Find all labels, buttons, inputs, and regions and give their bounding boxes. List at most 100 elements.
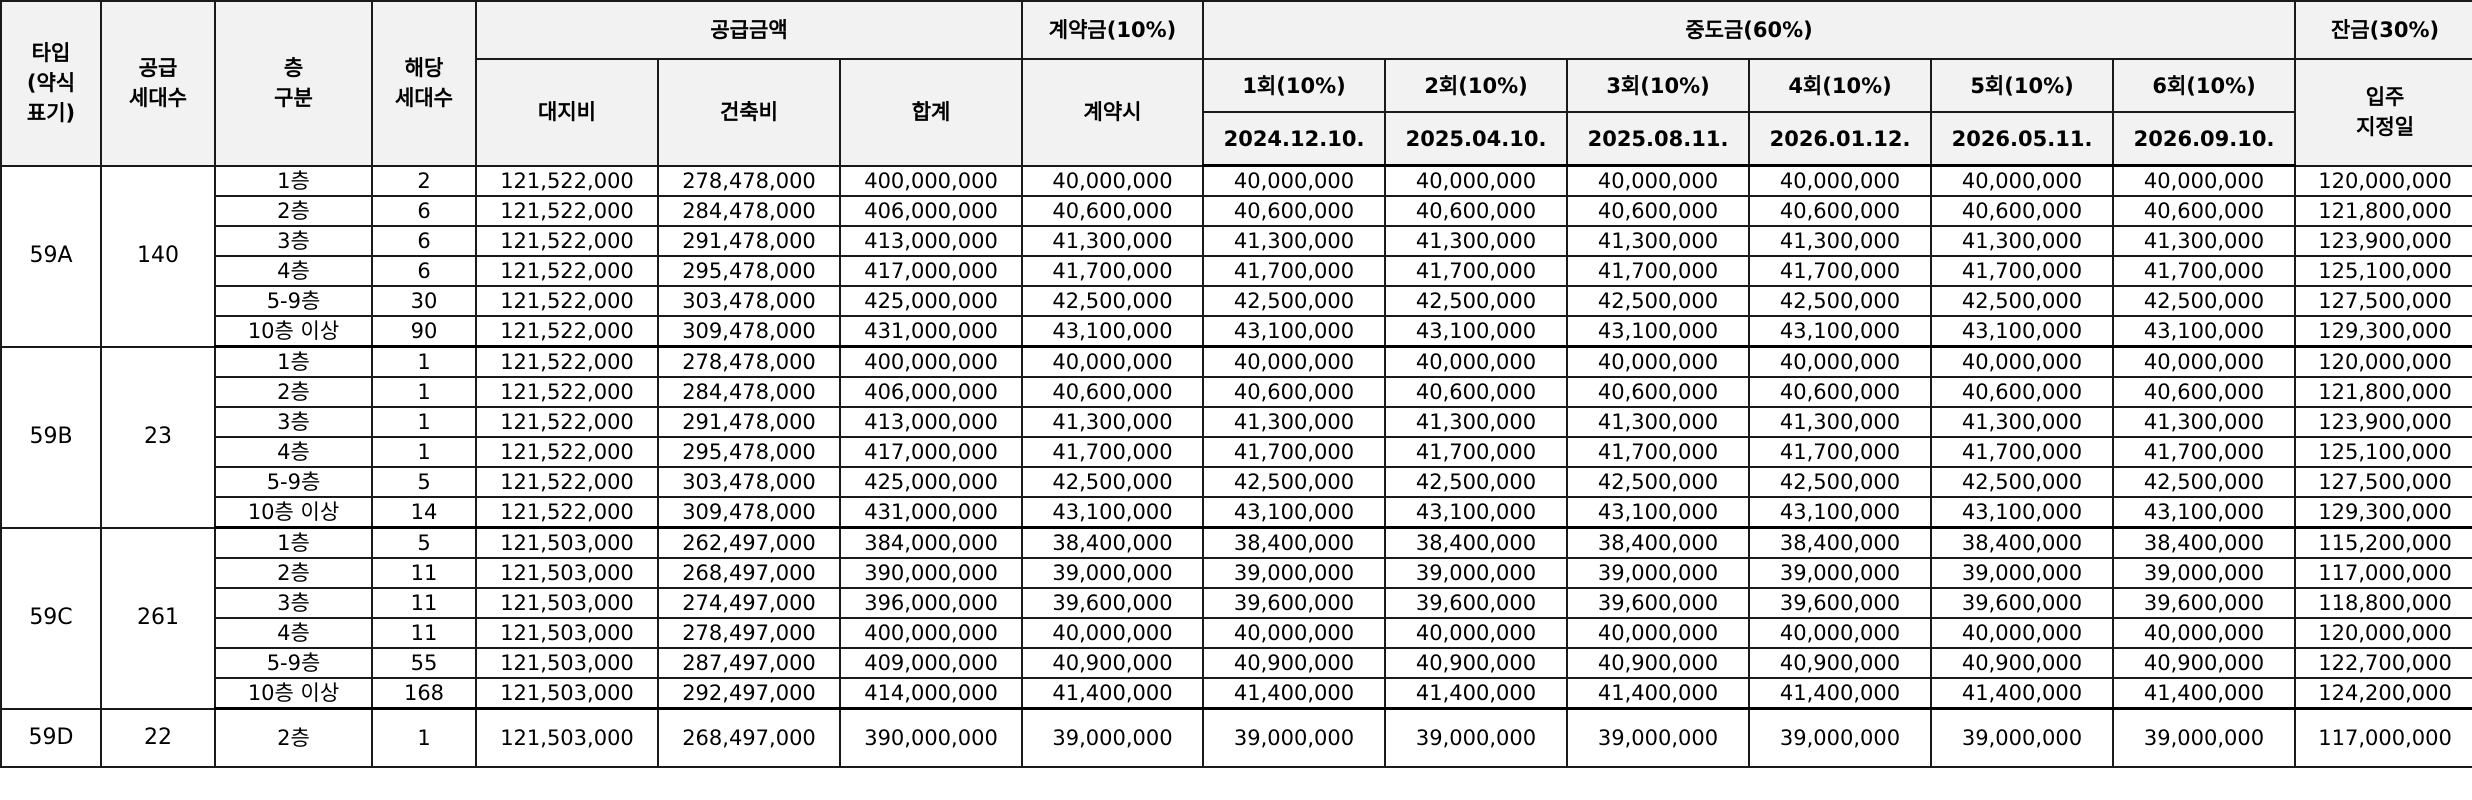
- installment-5-cell: 38,400,000: [1930, 526, 2115, 559]
- installment-6-cell: 42,500,000: [2112, 466, 2297, 498]
- installment-1-cell: 40,600,000: [1202, 195, 1387, 227]
- table-row: 59C 261 1층 5 121,503,000 262,497,000 384,000,0…: [0, 526, 2472, 710]
- balance-cell: 121,800,000: [2294, 195, 2472, 227]
- land-cell: 121,503,000: [475, 526, 659, 559]
- floor-cell: 5-9층: [214, 285, 373, 317]
- units-cell: 30: [371, 285, 477, 317]
- building-cell: 303,478,000: [657, 466, 841, 498]
- total-cell: 400,000,000: [838, 164, 1024, 197]
- installment-6-cell: 40,900,000: [2112, 647, 2297, 679]
- installment-1-cell: 40,000,000: [1202, 164, 1387, 197]
- units-cell: 168: [371, 677, 477, 710]
- installment-1-cell: 39,000,000: [1202, 707, 1387, 768]
- floor-cell: 1층: [214, 345, 373, 378]
- floor-cell: 1층: [214, 526, 373, 559]
- table-row: 4층 1 121,522,000 295,478,000 417,000,000 41,7…: [1, 436, 2472, 468]
- installment-5-cell: 40,000,000: [1930, 617, 2115, 649]
- header-floor-group: 층 구분: [214, 0, 373, 167]
- installment-5-cell: 39,000,000: [1930, 557, 2115, 589]
- table-row: 5-9층 55 121,503,000 287,497,000 409,000,000 4…: [1, 647, 2472, 679]
- units-cell: 6: [371, 195, 477, 227]
- installment-5-cell: 40,900,000: [1930, 647, 2115, 679]
- supply-units-cell: 261: [100, 526, 216, 710]
- table-row: 59D 22 2층 1 121,503,000 268,497,000 390,000,00…: [0, 707, 2472, 768]
- units-cell: 1: [371, 436, 477, 468]
- installment-4-cell: 40,000,000: [1748, 164, 1933, 197]
- installment-4-cell: 43,100,000: [1748, 315, 1933, 348]
- units-cell: 11: [371, 557, 477, 589]
- installment-1-cell: 43,100,000: [1202, 496, 1387, 529]
- floor-cell: 4층: [214, 617, 373, 649]
- type-cell: 59D: [0, 707, 102, 768]
- balance-cell: 120,000,000: [2294, 617, 2472, 649]
- table-row: 4층 11 121,503,000 278,497,000 400,000,000 40,…: [1, 617, 2472, 649]
- table-row: 10층 이상 168 121,503,000 292,497,000 414,000,0…: [1, 677, 2472, 710]
- balance-cell: 127,500,000: [2294, 466, 2472, 498]
- header-installment-3-date: 2025.08.11.: [1566, 111, 1751, 167]
- header-installment-1-date: 2024.12.10.: [1202, 111, 1387, 167]
- floor-cell: 3층: [214, 587, 373, 619]
- total-cell: 400,000,000: [838, 345, 1024, 378]
- header-installment-1: 1회(10%): [1202, 58, 1387, 113]
- header-total: 합계: [838, 58, 1024, 167]
- installment-2-cell: 41,700,000: [1384, 255, 1569, 287]
- total-cell: 400,000,000: [838, 617, 1024, 649]
- installment-5-cell: 41,700,000: [1930, 255, 2115, 287]
- floor-cell: 1층: [214, 164, 373, 197]
- installment-2-cell: 43,100,000: [1384, 315, 1569, 348]
- units-cell: 11: [371, 617, 477, 649]
- installment-5-cell: 42,500,000: [1930, 285, 2115, 317]
- land-cell: 121,522,000: [475, 315, 659, 348]
- building-cell: 274,497,000: [657, 587, 841, 619]
- installment-4-cell: 41,700,000: [1748, 255, 1933, 287]
- installment-4-cell: 40,000,000: [1748, 345, 1933, 378]
- balance-cell: 125,100,000: [2294, 255, 2472, 287]
- installment-1-cell: 42,500,000: [1202, 285, 1387, 317]
- balance-cell: 117,000,000: [2294, 557, 2472, 589]
- installment-1-cell: 41,300,000: [1202, 225, 1387, 257]
- table-row: 3층 1 121,522,000 291,478,000 413,000,000 41,3…: [1, 406, 2472, 438]
- supply-price-table: 타입 (약식 표기) 공급 세대수 층 구분 해당 세대수 공급금액 계약금(10%) 중…: [0, 0, 2472, 768]
- installment-3-cell: 40,600,000: [1566, 376, 1751, 408]
- building-cell: 295,478,000: [657, 436, 841, 468]
- installment-6-cell: 39,000,000: [2112, 707, 2297, 768]
- header-installment-5: 5회(10%): [1930, 58, 2115, 113]
- installment-4-cell: 41,300,000: [1748, 225, 1933, 257]
- units-cell: 5: [371, 526, 477, 559]
- installment-2-cell: 39,600,000: [1384, 587, 1569, 619]
- installment-5-cell: 41,700,000: [1930, 436, 2115, 468]
- units-cell: 1: [371, 406, 477, 438]
- header-supply-price: 공급금액: [474, 0, 1024, 60]
- installment-5-cell: 42,500,000: [1930, 466, 2115, 498]
- balance-cell: 120,000,000: [2294, 164, 2472, 197]
- table-row: 3층 11 121,503,000 274,497,000 396,000,000 39,…: [1, 587, 2472, 619]
- contract-cell: 42,500,000: [1021, 285, 1205, 317]
- balance-cell: 123,900,000: [2294, 225, 2472, 257]
- table-row: 4층 6 121,522,000 295,478,000 417,000,000 41,7…: [1, 255, 2472, 287]
- building-cell: 303,478,000: [657, 285, 841, 317]
- contract-cell: 39,000,000: [1021, 557, 1205, 589]
- building-cell: 284,478,000: [657, 376, 841, 408]
- contract-cell: 39,000,000: [1021, 707, 1205, 768]
- installment-3-cell: 43,100,000: [1566, 315, 1751, 348]
- balance-cell: 122,700,000: [2294, 647, 2472, 679]
- land-cell: 121,522,000: [475, 195, 659, 227]
- balance-cell: 129,300,000: [2294, 315, 2472, 348]
- units-cell: 90: [371, 315, 477, 348]
- installment-3-cell: 42,500,000: [1566, 466, 1751, 498]
- installment-5-cell: 41,300,000: [1930, 225, 2115, 257]
- table-row: 5-9층 5 121,522,000 303,478,000 425,000,000 42…: [1, 466, 2472, 498]
- installment-5-cell: 41,400,000: [1930, 677, 2115, 710]
- installment-1-cell: 40,900,000: [1202, 647, 1387, 679]
- installment-2-cell: 40,000,000: [1384, 345, 1569, 378]
- table-row: 59A 140 1층 2 121,522,000 278,478,000 400,000,0…: [0, 164, 2472, 348]
- header-installment-6-date: 2026.09.10.: [2112, 111, 2297, 167]
- installment-1-cell: 41,400,000: [1202, 677, 1387, 710]
- installment-3-cell: 41,400,000: [1566, 677, 1751, 710]
- balance-cell: 121,800,000: [2294, 376, 2472, 408]
- header-installment-2: 2회(10%): [1384, 58, 1569, 113]
- table-row: 2층 1 121,522,000 284,478,000 406,000,000 40,6…: [1, 376, 2472, 408]
- total-cell: 413,000,000: [838, 406, 1024, 438]
- total-cell: 425,000,000: [838, 285, 1024, 317]
- land-cell: 121,522,000: [475, 225, 659, 257]
